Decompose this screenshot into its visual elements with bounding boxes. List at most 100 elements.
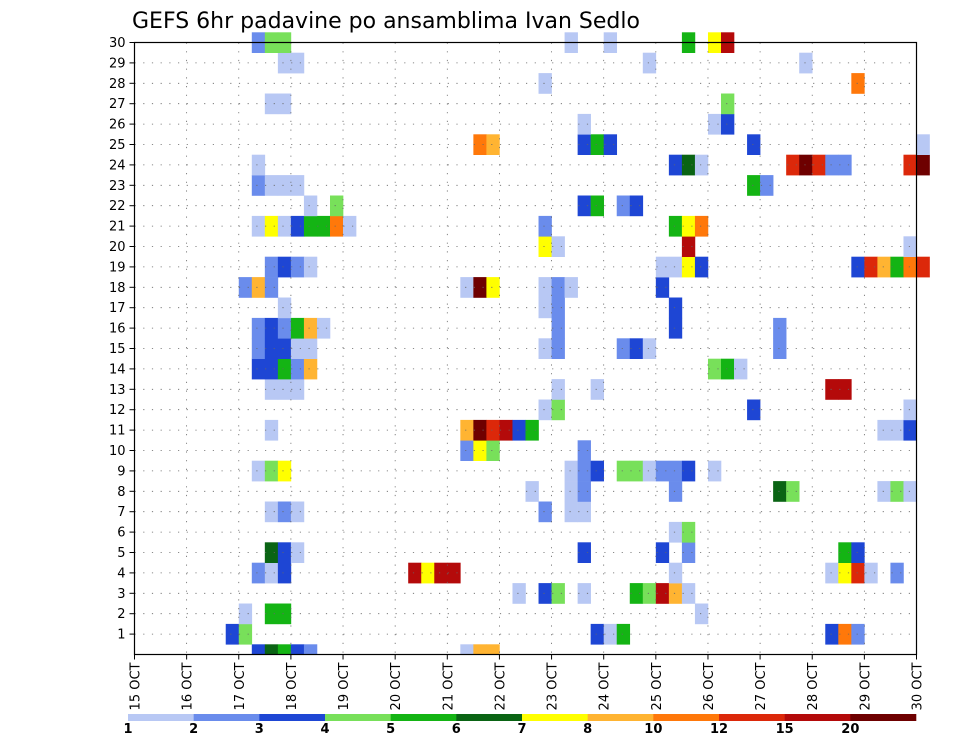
precip-cell-14 [838,623,852,645]
precip-cell-95 [551,399,565,421]
colorbar-swatch-11 [850,714,917,721]
precip-cell-49 [851,542,865,563]
precip-cell-164 [903,236,917,257]
colorbar-swatch-2 [259,714,326,721]
colorbar-label-5: 5 [386,722,395,737]
precip-cell-121 [629,338,644,359]
precip-cell-171 [330,215,344,237]
precip-cell-182 [629,195,644,217]
y-tick-label-12: 12 [109,403,126,418]
precip-cell-46 [655,542,670,563]
y-tick-label-7: 7 [117,505,125,520]
precip-cell-76 [655,460,670,482]
precip-cell-63 [786,481,800,502]
precip-cell-37 [825,562,839,584]
precip-cell-193 [786,154,800,176]
precip-cell-0 [251,644,266,655]
precip-cell-108 [290,358,305,380]
precip-cell-189 [251,154,266,176]
colorbar-label-7: 7 [517,722,526,737]
precip-cell-80 [460,440,474,461]
precip-cell-28 [681,583,696,604]
y-tick-label-6: 6 [117,526,125,541]
precip-cell-55 [538,501,552,523]
precip-cell-6 [473,644,487,655]
precip-cell-207 [577,113,591,135]
precip-cell-181 [616,195,631,217]
precip-cell-132 [773,317,787,339]
precip-cell-59 [564,481,578,502]
precip-cell-83 [577,440,591,461]
precip-cell-196 [825,154,839,176]
precip-cell-152 [668,256,683,278]
x-tick-label-8: 23 OCT [546,662,561,710]
precip-cell-30 [264,562,279,584]
precip-cell-118 [538,338,552,359]
precip-cell-16 [238,603,253,625]
precip-cell-205 [747,134,761,155]
precip-cell-40 [864,562,878,584]
precip-cell-113 [251,338,266,359]
chart-title: GEFS 6hr padavine po ansamblima Ivan Sed… [132,9,640,34]
y-tick-label-23: 23 [109,179,126,194]
precip-cell-71 [577,460,591,482]
x-tick-label-2: 17 OCT [233,662,248,710]
y-tick-label-4: 4 [117,566,125,581]
precip-cell-96 [747,399,761,421]
precip-cell-23 [577,583,591,604]
precip-cell-19 [694,603,709,625]
y-tick-label-13: 13 [109,383,126,398]
precip-cell-192 [694,154,709,176]
y-tick-label-21: 21 [109,220,126,235]
precip-cell-10 [590,623,604,645]
precip-cell-72 [590,460,604,482]
x-tick-label-12: 27 OCT [754,662,769,710]
precip-cell-177 [303,195,318,217]
precip-cell-98 [264,379,279,400]
precip-cell-60 [577,481,591,502]
precip-cell-58 [525,481,539,502]
precip-cell-110 [707,358,722,380]
precip-cell-125 [264,317,279,339]
precip-cell-54 [290,501,305,523]
precip-cell-158 [890,256,904,278]
precip-cell-133 [277,297,292,319]
precip-cell-109 [303,358,318,380]
precip-cell-24 [629,583,644,604]
precip-cell-173 [538,215,552,237]
precip-cell-148 [277,256,292,278]
precip-cell-157 [877,256,891,278]
precip-cell-57 [577,501,591,523]
colorbar-swatch-3 [325,714,391,721]
precip-cell-114 [264,338,279,359]
precip-cell-185 [277,175,292,196]
precip-cell-186 [290,175,305,196]
precip-cell-32 [408,562,422,584]
precip-cell-56 [564,501,578,523]
precip-cell-201 [486,134,500,155]
precip-cell-212 [721,93,735,115]
precip-cell-99 [277,379,292,400]
precip-cell-161 [538,236,552,257]
precip-cell-31 [277,562,292,584]
precip-cell-197 [838,154,852,176]
x-tick-label-13: 28 OCT [806,662,821,710]
colorbar-label-15: 15 [776,722,794,737]
precip-cell-33 [421,562,435,584]
precip-cell-213 [538,73,552,94]
precip-cell-27 [668,583,683,604]
precip-cell-150 [303,256,318,278]
precip-cell-17 [264,603,279,625]
colorbar-swatch-1 [193,714,260,721]
y-tick-label-24: 24 [109,158,126,173]
precip-cell-153 [681,256,696,278]
y-tick-label-1: 1 [117,628,125,643]
x-tick-label-7: 22 OCT [493,662,508,710]
precip-cell-85 [460,419,474,441]
y-tick-label-3: 3 [117,587,125,602]
precip-cell-51 [681,521,696,543]
x-axis: 15 OCT 16 OCT 17 OCT 18 OCT 19 OCT 20 OCT 21 O… [129,654,926,710]
y-tick-label-14: 14 [109,362,126,377]
precip-cell-67 [251,460,266,482]
y-tick-label-28: 28 [109,77,126,92]
